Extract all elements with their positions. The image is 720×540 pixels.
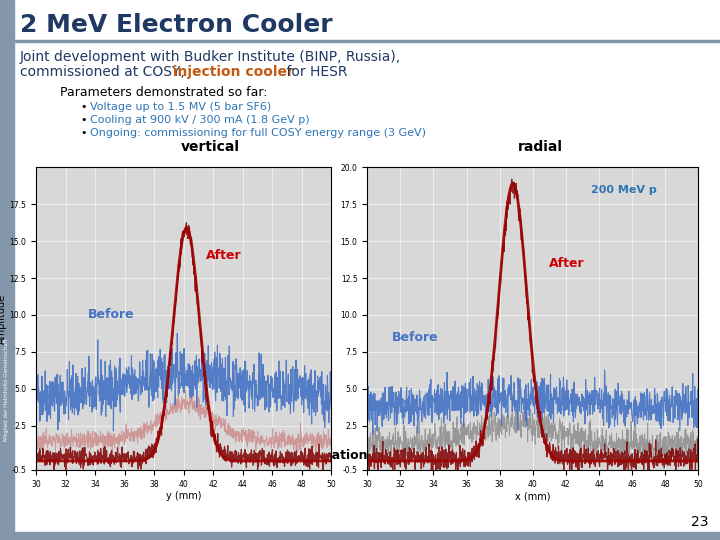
X-axis label: y (mm): y (mm) (166, 491, 202, 501)
Text: 2 MeV Electron Cooler: 2 MeV Electron Cooler (20, 13, 333, 37)
Text: Mitglied der Helmholtz-Gemeinschaft: Mitglied der Helmholtz-Gemeinschaft (4, 339, 9, 441)
Text: commissioned at COSY,: commissioned at COSY, (20, 65, 185, 79)
Y-axis label: Amplitude: Amplitude (0, 294, 6, 343)
Text: Cooling at 900 kV / 300 mA (1.8 GeV p): Cooling at 900 kV / 300 mA (1.8 GeV p) (90, 115, 310, 125)
Bar (14, 532, 720, 540)
Text: Ongoing: commissioning for full COSY energy range (3 GeV): Ongoing: commissioning for full COSY ene… (90, 128, 426, 138)
Text: •: • (80, 102, 86, 112)
Bar (14, 40, 720, 42)
Text: 200 MeV p: 200 MeV p (590, 185, 657, 194)
Text: vertical: vertical (181, 140, 240, 154)
Text: Parameters demonstrated so far:: Parameters demonstrated so far: (60, 85, 268, 98)
Text: Cooperation partners: BINP, JINR, FZJ, HIM: Cooperation partners: BINP, JINR, FZJ, H… (282, 449, 578, 462)
Text: •: • (80, 115, 86, 125)
Text: injection cooler: injection cooler (168, 65, 299, 79)
Text: Joint development with Budker Institute (BINP, Russia),: Joint development with Budker Institute … (20, 50, 401, 64)
Text: After: After (549, 257, 585, 270)
Text: •: • (80, 128, 86, 138)
Text: After: After (206, 249, 241, 262)
Text: 23: 23 (691, 515, 708, 529)
X-axis label: x (mm): x (mm) (515, 491, 551, 501)
Bar (0, 0, 14, 540)
Text: radial: radial (518, 140, 562, 154)
Text: Before: Before (88, 308, 135, 321)
Text: Before: Before (392, 330, 438, 343)
Text: for HESR: for HESR (282, 65, 348, 79)
Text: Voltage up to 1.5 MV (5 bar SF6): Voltage up to 1.5 MV (5 bar SF6) (90, 102, 271, 112)
